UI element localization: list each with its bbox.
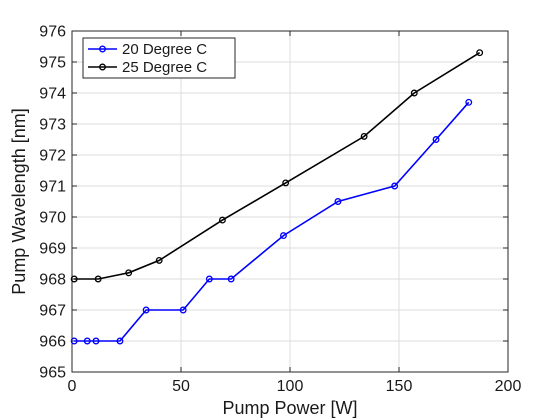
data-point [465,98,473,106]
legend-label: 25 Degree C [122,59,207,76]
data-point [155,256,163,264]
y-tick-label: 975 [39,55,66,72]
legend-item: 20 Degree C [88,41,207,58]
data-point [476,49,484,57]
axis-ticks: 0 50 100 150 200 965 966 967 968 969 970 971 972 973 9… [39,24,521,396]
legend: 20 Degree C25 Degree C [82,37,236,79]
y-tick-label: 970 [39,210,66,227]
data-point [116,337,124,345]
y-tick-label: 968 [39,272,66,289]
data-point [125,269,133,277]
x-tick-label: 50 [172,378,190,395]
data-point [282,179,290,187]
y-tick-label: 971 [39,179,66,196]
y-tick-label: 969 [39,241,66,258]
data-point [227,275,235,283]
y-tick-label: 973 [39,117,66,134]
data-point [360,132,368,140]
data-point [205,275,213,283]
data-point [432,136,440,143]
y-tick-label: 974 [39,86,66,103]
y-tick-label: 966 [39,334,66,351]
data-point [218,216,226,224]
legend-box [82,37,236,79]
legend-marker [99,45,106,53]
data-point [280,232,287,240]
series-1 [70,49,484,283]
y-axis-label: Pump Wavelength [nm] [9,108,29,294]
data-point [179,306,187,314]
legend-marker [99,63,106,71]
x-tick-label: 150 [386,378,413,395]
data-point [70,275,78,283]
data-point [70,337,78,345]
x-tick-label: 200 [495,378,522,395]
x-axis-label: Pump Power [W] [222,398,357,418]
y-tick-label: 965 [39,365,66,382]
data-point [391,182,399,190]
series-line [74,101,470,342]
data-point [334,198,342,205]
y-tick-label: 976 [39,24,66,41]
data-point [142,306,150,314]
series-0 [70,98,473,345]
x-tick-label: 0 [68,378,77,395]
legend-label: 20 Degree C [122,41,207,58]
y-tick-label: 967 [39,303,66,320]
data-point [92,337,100,345]
data-point [94,275,102,283]
y-tick-label: 972 [39,148,66,165]
series-line [74,52,481,280]
data-point [410,89,418,97]
data-point [83,337,91,345]
x-tick-label: 100 [277,378,304,395]
legend-item: 25 Degree C [88,59,207,76]
series-lines [70,49,484,345]
